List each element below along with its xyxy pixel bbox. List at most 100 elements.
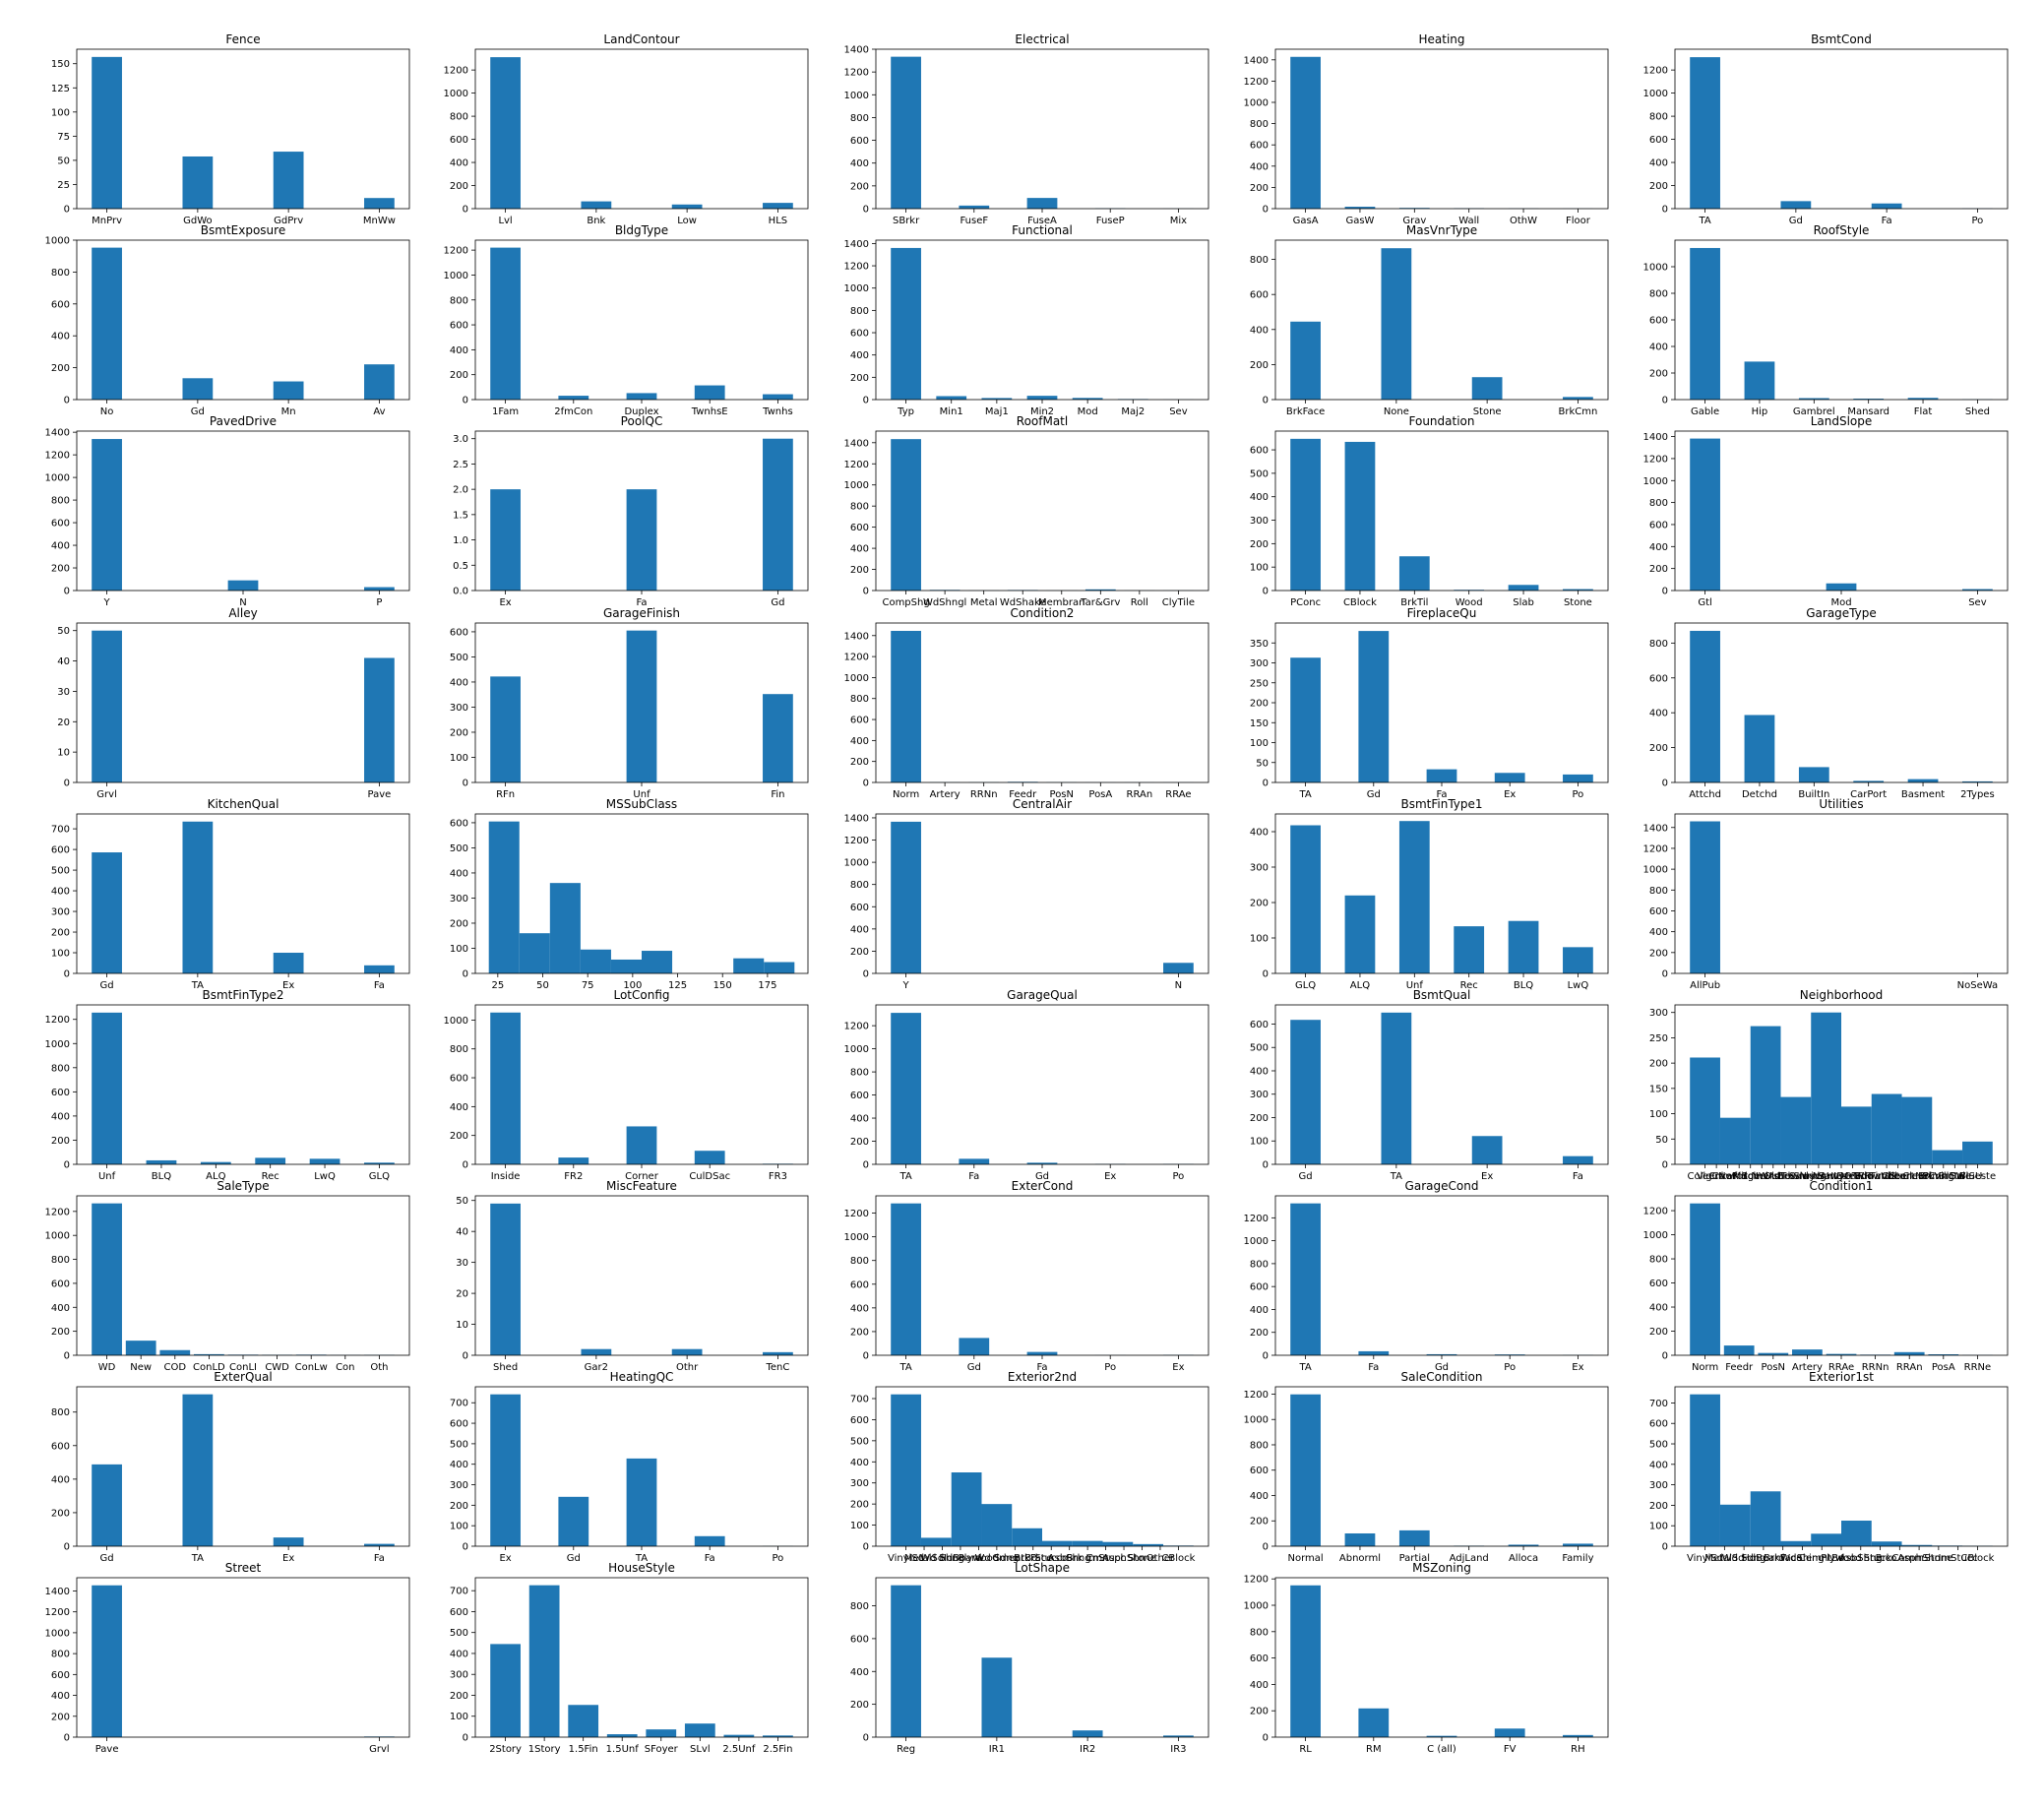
- x-tick-label: Con: [336, 1362, 354, 1373]
- x-tick-label: Po: [1573, 789, 1584, 800]
- subplot-title: SaleType: [217, 1179, 269, 1193]
- histogram-bar: [490, 248, 521, 400]
- x-tick-label: SBrkr: [893, 216, 920, 226]
- subplot-title: BsmtCond: [1811, 32, 1872, 46]
- x-tick-label: Flat: [1914, 406, 1933, 417]
- y-tick-label: 50: [1655, 1135, 1668, 1146]
- y-tick-label: 1000: [844, 673, 869, 684]
- x-tick-label: Hip: [1752, 406, 1768, 417]
- y-tick-label: 800: [1649, 639, 1668, 650]
- y-tick-label: 600: [450, 1607, 468, 1618]
- x-tick-label: Po: [773, 1553, 784, 1564]
- x-tick-label: TA: [1390, 1171, 1402, 1182]
- histogram-bar: [1720, 1118, 1751, 1164]
- y-tick-label: 0: [1263, 1351, 1269, 1362]
- histogram-bar: [1563, 775, 1593, 782]
- y-tick-label: 700: [450, 1587, 468, 1597]
- subplot-title: MiscFeature: [606, 1179, 677, 1193]
- y-tick-label: 1.0: [453, 535, 468, 546]
- histogram-bar: [1027, 198, 1058, 209]
- y-tick-label: 800: [51, 1650, 70, 1660]
- x-tick-label: 2.5Unf: [722, 1744, 756, 1755]
- x-tick-label: Po: [1104, 1362, 1116, 1373]
- y-tick-label: 75: [57, 132, 70, 143]
- histogram-bar: [1827, 584, 1857, 591]
- plot-frame: [1275, 1578, 1608, 1737]
- plot-frame: [876, 431, 1208, 591]
- histogram-bar: [364, 588, 395, 591]
- x-tick-label: Grvl: [369, 1744, 390, 1755]
- y-tick-label: 800: [1250, 255, 1269, 266]
- histogram-bar: [627, 1126, 657, 1164]
- y-tick-label: 1200: [1244, 1390, 1269, 1401]
- y-tick-label: 1400: [45, 428, 70, 439]
- y-tick-label: 400: [51, 332, 70, 343]
- x-tick-label: Mod: [1078, 406, 1098, 417]
- y-tick-label: 600: [1649, 906, 1668, 917]
- x-tick-label: Twnhs: [762, 406, 793, 417]
- x-tick-label: Roll: [1131, 597, 1148, 608]
- histogram-bar: [364, 198, 395, 209]
- y-tick-label: 800: [51, 268, 70, 279]
- y-tick-label: 0: [863, 205, 869, 216]
- y-tick-label: 400: [1649, 343, 1668, 353]
- y-tick-label: 400: [1250, 1491, 1269, 1502]
- histogram-bar: [1690, 1204, 1720, 1355]
- y-tick-label: 1200: [844, 460, 869, 470]
- y-tick-label: 1200: [844, 653, 869, 663]
- x-tick-label: GLQ: [369, 1171, 390, 1182]
- y-tick-label: 600: [850, 1091, 869, 1101]
- y-tick-label: 600: [1649, 520, 1668, 530]
- x-tick-label: Artery: [930, 789, 960, 800]
- x-tick-label: CBlock: [1161, 1553, 1195, 1564]
- y-tick-label: 400: [450, 1102, 468, 1113]
- y-tick-label: 600: [51, 1088, 70, 1098]
- histogram-bar: [1399, 821, 1430, 973]
- y-tick-label: 0.5: [453, 561, 468, 572]
- y-tick-label: 1.5: [453, 510, 468, 521]
- x-tick-label: FR3: [769, 1171, 787, 1182]
- x-tick-label: MnWw: [363, 216, 396, 226]
- y-tick-label: 600: [1649, 673, 1668, 684]
- y-tick-label: 800: [51, 1255, 70, 1266]
- x-tick-label: FuseF: [960, 216, 988, 226]
- y-tick-label: 200: [850, 565, 869, 576]
- plot-frame: [1675, 1196, 2008, 1355]
- histogram-bar: [92, 1013, 122, 1164]
- x-tick-label: Tar&Grv: [1080, 597, 1120, 608]
- x-tick-label: TA: [191, 1553, 204, 1564]
- histogram-bar: [1841, 1521, 1872, 1546]
- y-tick-label: 100: [51, 107, 70, 118]
- y-tick-label: 125: [51, 84, 70, 94]
- plot-frame: [1675, 240, 2008, 400]
- y-tick-label: 800: [1649, 498, 1668, 509]
- histogram-bar: [92, 439, 122, 591]
- y-tick-label: 800: [51, 1063, 70, 1074]
- y-tick-label: 200: [51, 564, 70, 575]
- subplot-title: MSSubClass: [606, 797, 677, 811]
- x-tick-label: MnPrv: [92, 216, 122, 226]
- x-tick-label: 75: [582, 980, 594, 991]
- y-tick-label: 1200: [444, 246, 468, 257]
- subplot-title: BsmtExposure: [201, 223, 285, 237]
- histogram-bar: [1454, 926, 1484, 973]
- x-tick-label: Fa: [1368, 1362, 1379, 1373]
- y-tick-label: 800: [850, 306, 869, 317]
- y-tick-label: 200: [450, 727, 468, 738]
- y-tick-label: 600: [1250, 1466, 1269, 1476]
- y-tick-label: 400: [850, 1667, 869, 1678]
- plot-frame: [876, 1005, 1208, 1164]
- y-tick-label: 500: [450, 1439, 468, 1450]
- plot-frame: [876, 49, 1208, 209]
- y-tick-label: 400: [1250, 161, 1269, 172]
- subplot-title: BsmtQual: [1413, 988, 1471, 1002]
- x-tick-label: Gar2: [585, 1362, 608, 1373]
